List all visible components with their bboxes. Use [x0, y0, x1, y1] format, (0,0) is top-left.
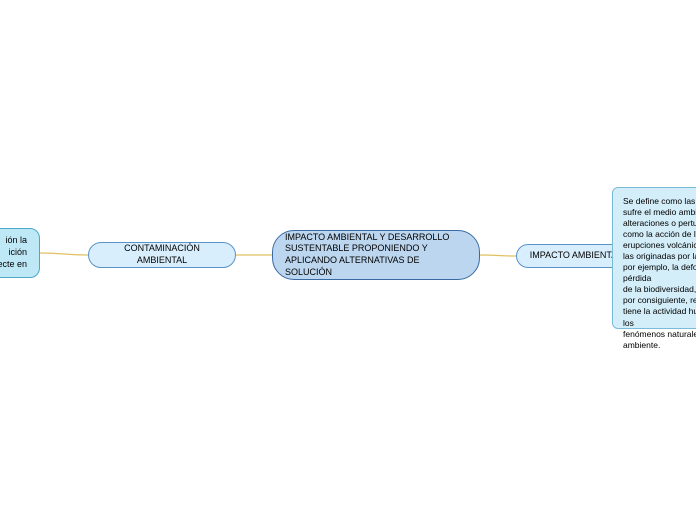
- node-center[interactable]: IMPACTO AMBIENTAL Y DESARROLLO SUSTENTAB…: [272, 230, 480, 280]
- node-partial_left[interactable]: ión la ición ecte en: [0, 228, 40, 278]
- edge-center-impacto: [480, 255, 516, 256]
- edge-partial_left-contaminacion: [40, 253, 88, 255]
- node-definition[interactable]: Se define como las consecuencias que suf…: [612, 187, 696, 329]
- node-contaminacion[interactable]: CONTAMINACIÓN AMBIENTAL: [88, 242, 236, 268]
